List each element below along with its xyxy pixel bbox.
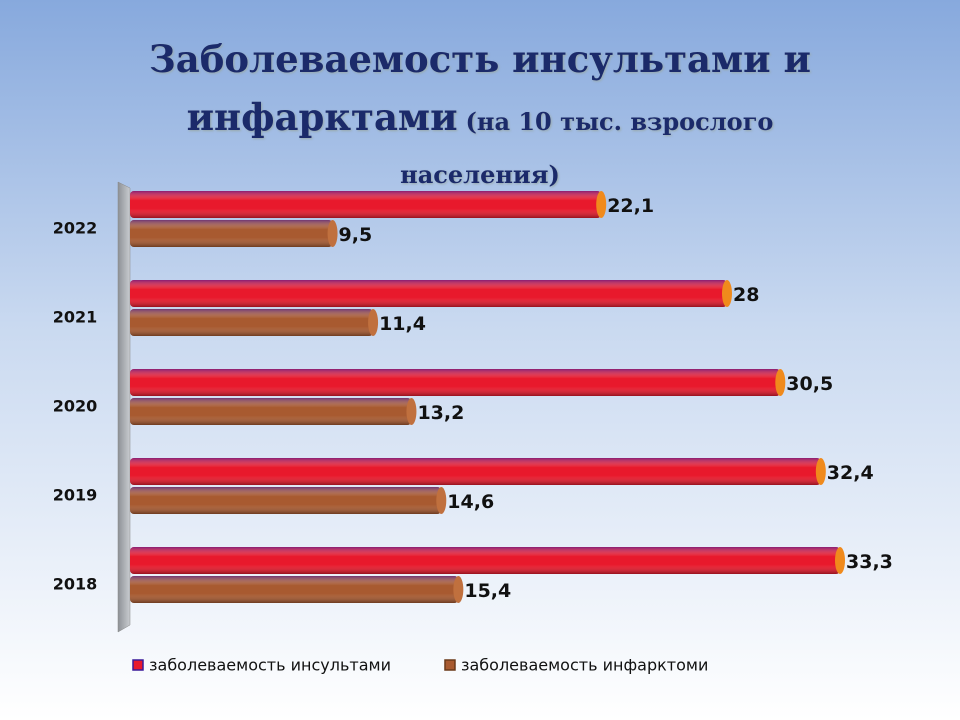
chart-title: Заболеваемость инсультами и инфарктами — [149, 37, 811, 139]
bar-cap — [835, 547, 845, 574]
title-block: Заболеваемость инсультами и инфарктами (н… — [110, 34, 850, 203]
legend-swatch — [444, 659, 456, 671]
bar-shading — [130, 309, 374, 336]
bar-shading — [130, 576, 459, 603]
bar-shading — [130, 220, 333, 247]
value-label: 32,4 — [827, 462, 874, 484]
bar-cap — [406, 398, 417, 425]
legend-label: заболеваемость инфарктоми — [461, 656, 708, 675]
bar-shading — [130, 458, 821, 485]
legend-label: заболеваемость инсультами — [149, 656, 391, 675]
bar-shading — [130, 280, 727, 307]
bar-cap — [815, 458, 826, 485]
bar-cap — [596, 191, 607, 218]
bar-cap — [436, 487, 447, 514]
y-tick-label: 2018 — [53, 575, 98, 594]
bar-cap — [775, 369, 786, 396]
value-label: 22,1 — [607, 195, 654, 217]
value-label: 9,5 — [339, 224, 373, 246]
axis-wall — [117, 181, 131, 633]
bar-shading — [130, 487, 442, 514]
bar-shading — [130, 547, 840, 574]
bar-cap — [453, 576, 464, 603]
bar-cap — [368, 309, 379, 336]
value-label: 30,5 — [786, 373, 833, 395]
y-tick-label: 2019 — [53, 486, 98, 505]
y-tick-label: 2020 — [53, 397, 98, 416]
bar-cap — [327, 220, 338, 247]
bar-shading — [130, 191, 602, 218]
bar-cap — [721, 280, 732, 307]
y-tick-label: 2021 — [53, 308, 98, 327]
value-label: 11,4 — [379, 313, 426, 335]
legend-swatch — [132, 659, 144, 671]
value-label: 13,2 — [417, 402, 464, 424]
value-label: 14,6 — [447, 491, 494, 513]
value-label: 33,3 — [846, 551, 893, 573]
bar-shading — [130, 369, 781, 396]
value-label: 15,4 — [464, 580, 511, 602]
value-label: 28 — [733, 284, 759, 306]
chart-subtitle: (на 10 тыс. взрослого населения) — [400, 107, 774, 189]
y-tick-label: 2022 — [53, 219, 98, 238]
bar-shading — [130, 398, 412, 425]
